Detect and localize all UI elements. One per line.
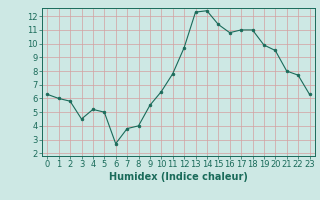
X-axis label: Humidex (Indice chaleur): Humidex (Indice chaleur)	[109, 172, 248, 182]
